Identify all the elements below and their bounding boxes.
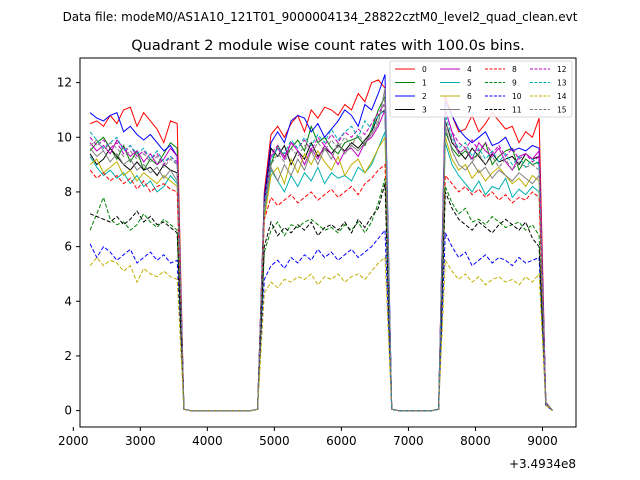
legend-label-11: 11 xyxy=(512,106,522,115)
legend-label-5: 5 xyxy=(467,79,472,88)
legend-label-1: 1 xyxy=(422,79,427,88)
y-tick-label-10: 10 xyxy=(57,130,72,144)
legend-label-3: 3 xyxy=(422,106,427,115)
legend-frame xyxy=(389,60,573,118)
legend-label-13: 13 xyxy=(557,79,567,88)
series-line-4 xyxy=(89,109,553,412)
legend-label-12: 12 xyxy=(557,65,567,74)
chart-title: Quadrant 2 module wise count rates with … xyxy=(131,38,525,54)
legend-label-2: 2 xyxy=(422,92,427,101)
legend-label-9: 9 xyxy=(512,79,517,88)
data-file-header: Data file: modeM0/AS1A10_121T01_90000041… xyxy=(63,10,578,24)
series-line-15 xyxy=(89,98,553,412)
y-tick-label-4: 4 xyxy=(64,294,72,308)
legend-label-10: 10 xyxy=(512,92,522,101)
x-tick-label-5000: 5000 xyxy=(259,434,290,448)
series-line-2 xyxy=(89,74,553,412)
series-line-7 xyxy=(89,88,553,412)
legend-label-14: 14 xyxy=(557,92,567,101)
legend-label-0: 0 xyxy=(422,65,427,74)
series-line-11 xyxy=(89,183,553,412)
y-tick-label-8: 8 xyxy=(64,185,72,199)
plot-area: 2000 3000 4000 5000 6000 7000 8000 900002468101… xyxy=(57,57,577,448)
x-tick-label-8000: 8000 xyxy=(460,434,491,448)
legend-label-15: 15 xyxy=(557,106,567,115)
series-group xyxy=(89,74,553,412)
x-tick-label-7000: 7000 xyxy=(393,434,424,448)
legend-label-6: 6 xyxy=(467,92,472,101)
axes-frame xyxy=(79,57,577,428)
series-line-13 xyxy=(89,108,553,412)
series-line-14 xyxy=(89,256,553,412)
x-tick-label-2000: 2000 xyxy=(58,434,89,448)
legend-label-4: 4 xyxy=(467,65,472,74)
series-line-1 xyxy=(89,96,553,412)
x-tick-label-4000: 4000 xyxy=(192,434,223,448)
y-tick-label-0: 0 xyxy=(64,404,72,418)
series-line-0 xyxy=(89,79,553,412)
legend-label-8: 8 xyxy=(512,65,517,74)
series-line-9 xyxy=(89,178,553,412)
series-line-5 xyxy=(89,131,553,412)
series-line-10 xyxy=(89,228,553,412)
x-tick-label-3000: 3000 xyxy=(125,434,156,448)
x-tick-label-6000: 6000 xyxy=(326,434,357,448)
series-line-6 xyxy=(89,135,553,412)
series-line-12 xyxy=(89,103,553,412)
x-offset-label: +3.4934e8 xyxy=(509,457,576,471)
y-tick-label-6: 6 xyxy=(64,240,72,254)
series-line-8 xyxy=(89,163,553,412)
y-tick-label-12: 12 xyxy=(57,76,72,90)
x-tick-label-9000: 9000 xyxy=(527,434,558,448)
legend-label-7: 7 xyxy=(467,106,472,115)
y-tick-label-2: 2 xyxy=(64,349,72,363)
